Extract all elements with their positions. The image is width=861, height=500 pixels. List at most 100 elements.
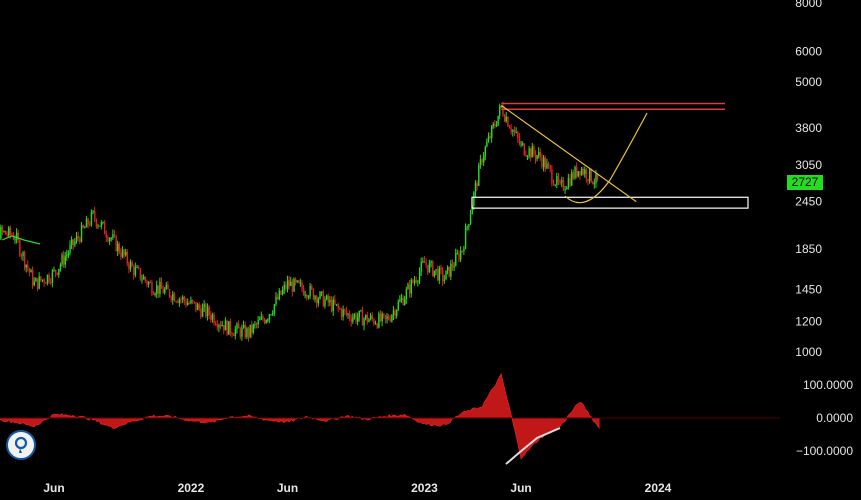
candle-body <box>433 270 436 277</box>
candle-body <box>46 274 49 284</box>
candle-body <box>425 262 427 265</box>
candle-body <box>325 295 328 300</box>
candle-body <box>281 289 284 295</box>
candle-body <box>280 290 282 295</box>
candle-body <box>473 192 475 206</box>
candle-body <box>182 297 184 300</box>
candle-body <box>316 296 318 304</box>
candle-body <box>381 313 383 322</box>
candle-body <box>118 243 121 253</box>
candle-body <box>92 211 94 213</box>
candle-body <box>483 156 485 163</box>
candle-body <box>22 252 24 257</box>
candle-body <box>35 278 37 282</box>
candle-body <box>517 131 519 138</box>
candle-body <box>40 276 42 281</box>
candle-body <box>307 296 310 298</box>
candle-body <box>17 232 19 241</box>
candle-body <box>144 276 147 281</box>
candle-body <box>569 178 571 186</box>
candle-body <box>464 227 467 249</box>
candle-body <box>27 264 29 269</box>
tradingview-logo-button[interactable] <box>6 430 36 460</box>
candle-body <box>448 266 450 277</box>
price-tick-label: 2450 <box>795 195 822 209</box>
projected-curve[interactable] <box>564 112 648 204</box>
candle-body <box>559 182 561 184</box>
oscillator-divergence-line[interactable] <box>505 427 561 465</box>
candle-body <box>459 250 462 260</box>
candle-body <box>446 266 449 271</box>
candle-body <box>126 251 129 264</box>
candle-body <box>175 301 177 303</box>
candle-body <box>221 325 223 327</box>
candle-body <box>400 297 403 300</box>
candle-body <box>595 173 597 184</box>
candle-body <box>294 278 297 283</box>
candle-body <box>484 146 487 157</box>
candle-body <box>432 261 434 277</box>
oscillator-area <box>0 373 600 460</box>
candle-body <box>407 284 409 290</box>
price-tick-label: 8000 <box>795 0 822 10</box>
candle-body <box>152 293 155 295</box>
candle-body <box>413 280 416 283</box>
candle-body <box>160 281 163 289</box>
candle-body <box>579 171 581 175</box>
candle-body <box>471 205 473 215</box>
candle-body <box>301 282 303 289</box>
candle-body <box>64 256 66 265</box>
descending-trendline[interactable] <box>500 104 637 203</box>
candle-body <box>311 285 313 289</box>
candle-body <box>373 318 375 324</box>
candle-body <box>223 325 225 331</box>
candle-body <box>41 279 44 281</box>
candle-body <box>205 304 207 317</box>
candle-body <box>405 289 408 300</box>
candle-body <box>191 299 194 302</box>
candle-body <box>277 296 279 300</box>
candle-body <box>206 306 209 317</box>
candle-body <box>520 143 522 145</box>
oscillator-tick-label: −100.0000 <box>796 444 853 458</box>
candle-body <box>515 131 517 133</box>
candle-body <box>391 315 393 322</box>
drawing-layer[interactable] <box>471 102 749 209</box>
candle-body <box>270 314 272 316</box>
oscillator-tick-label: 100.0000 <box>803 378 853 392</box>
candle-body <box>210 314 212 320</box>
support-zone-box[interactable] <box>471 196 749 209</box>
candle-body <box>187 302 189 306</box>
candle-body <box>23 252 26 268</box>
candle-body <box>530 148 532 158</box>
candle-body <box>353 314 356 318</box>
time-axis: Jun 2022 Jun 2023 Jun 2024 <box>43 481 671 495</box>
candle-body <box>38 276 40 289</box>
candle-body <box>188 302 191 304</box>
candle-body <box>298 280 300 283</box>
candle-body <box>134 267 137 276</box>
candle-body <box>268 314 271 320</box>
candle-body <box>43 279 45 283</box>
candle-body <box>355 314 357 322</box>
candle-body <box>154 293 156 295</box>
candle-body <box>247 328 250 337</box>
candle-body <box>554 184 556 186</box>
candle-body <box>62 255 65 265</box>
candle-body <box>312 288 315 300</box>
candle-body <box>386 316 388 319</box>
candle-body <box>364 314 367 319</box>
candle-body <box>237 323 240 329</box>
candle-body <box>15 232 18 240</box>
candle-body <box>131 262 133 267</box>
candle-body <box>224 320 227 331</box>
candle-body <box>51 270 54 283</box>
candle-body <box>468 224 470 227</box>
candle-body <box>146 280 148 285</box>
candle-body <box>273 304 276 314</box>
candle-body <box>251 324 253 333</box>
candle-body <box>117 243 119 252</box>
candle-body <box>339 307 341 310</box>
candle-body <box>136 267 138 269</box>
